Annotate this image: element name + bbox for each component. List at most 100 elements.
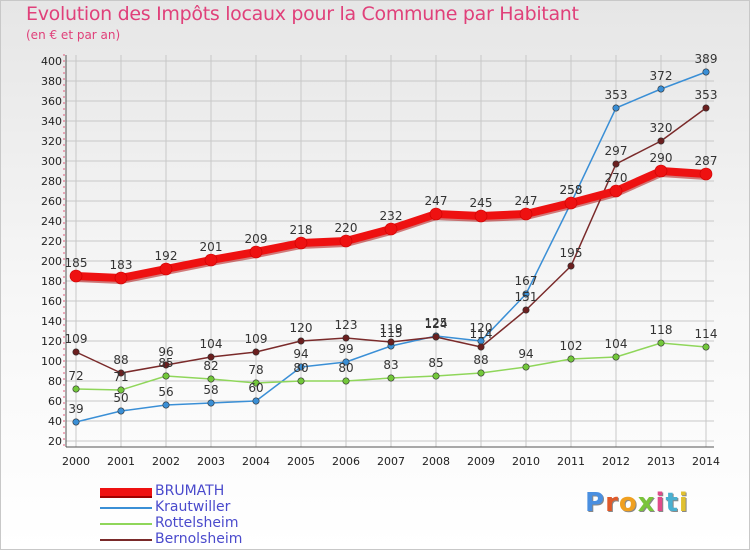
y-tick-label: 400 [41,55,62,68]
legend-item-rottelsheim[interactable]: Rottelsheim [100,515,320,532]
data-point-rottelsheim [342,377,350,385]
data-label-brumath: 287 [695,154,718,168]
data-point-rottelsheim [612,353,620,361]
data-label-brumath: 218 [290,223,313,237]
logo-letter: r [605,488,619,518]
data-point-rottelsheim [117,386,125,394]
data-label-brumath: 270 [605,171,628,185]
data-point-bernolsheim [567,262,575,270]
x-tick-label: 2001 [107,455,135,468]
data-label-bernolsheim: 120 [290,321,313,335]
data-point-krautwiller [702,68,710,76]
data-label-rottelsheim: 71 [113,370,128,384]
y-tick-label: 180 [41,275,62,288]
logo-letter: i [655,488,666,518]
data-label-rottelsheim: 72 [68,369,83,383]
data-label-bernolsheim: 151 [515,290,538,304]
data-point-bernolsheim [252,348,260,356]
y-tick-label: 120 [41,335,62,348]
data-label-rottelsheim: 85 [428,356,443,370]
data-label-brumath: 201 [200,240,223,254]
data-point-brumath [249,245,263,259]
legend-item-bernolsheim[interactable]: Bernolsheim [100,531,320,548]
data-label-krautwiller: 56 [158,385,173,399]
data-label-krautwiller: 50 [113,391,128,405]
data-point-krautwiller [117,407,125,415]
data-point-krautwiller [342,358,350,366]
legend-label: Krautwiller [155,499,231,515]
data-point-brumath [339,234,353,248]
y-tick-label: 360 [41,95,62,108]
x-tick-label: 2014 [692,455,720,468]
data-label-rottelsheim: 88 [473,353,488,367]
x-tick-label: 2009 [467,455,495,468]
data-point-brumath [519,207,533,221]
data-label-rottelsheim: 82 [203,359,218,373]
data-point-bernolsheim [117,369,125,377]
data-label-krautwiller: 115 [380,326,403,340]
data-point-rottelsheim [207,375,215,383]
series-markers [69,68,713,426]
data-point-bernolsheim [657,137,665,145]
data-label-krautwiller: 120 [470,321,493,335]
x-tick-label: 2013 [647,455,675,468]
data-label-rottelsheim: 102 [560,339,583,353]
chart-subtitle: (en € et par an) [26,28,121,42]
logo-letter: t [665,488,679,518]
data-label-brumath: 247 [425,194,448,208]
data-point-bernolsheim [162,361,170,369]
y-tick-label: 160 [41,295,62,308]
data-point-brumath [699,167,713,181]
data-point-brumath [294,236,308,250]
data-point-rottelsheim [522,363,530,371]
data-label-brumath: 247 [515,194,538,208]
data-label-brumath: 220 [335,221,358,235]
data-label-krautwiller: 125 [425,316,448,330]
y-tick-label: 340 [41,115,62,128]
data-label-krautwiller: 58 [203,383,218,397]
data-point-rottelsheim [297,377,305,385]
legend-label: Rottelsheim [155,515,239,531]
data-point-krautwiller [522,290,530,298]
data-point-brumath [564,196,578,210]
legend-label: Bernolsheim [155,531,243,547]
data-point-krautwiller [612,104,620,112]
data-point-brumath [159,262,173,276]
data-point-brumath [114,271,128,285]
data-point-bernolsheim [702,104,710,112]
data-point-brumath [384,222,398,236]
data-label-bernolsheim: 88 [113,353,128,367]
logo-letter: P [585,488,606,518]
x-tick-label: 2011 [557,455,585,468]
x-tick-label: 2007 [377,455,405,468]
x-tick-label: 2010 [512,455,540,468]
data-label-bernolsheim: 297 [605,144,628,158]
legend-swatch [100,507,152,509]
y-tick-label: 200 [41,255,62,268]
data-point-rottelsheim [567,355,575,363]
data-label-rottelsheim: 85 [158,356,173,370]
legend-item-brumath[interactable]: BRUMATH [100,483,320,500]
proxiti-logo[interactable]: Proxiti [585,488,689,518]
x-tick-label: 2012 [602,455,630,468]
data-label-rottelsheim: 83 [383,358,398,372]
y-tick-label: 20 [48,435,62,448]
data-label-brumath: 290 [650,151,673,165]
y-tick-label: 300 [41,155,62,168]
data-point-brumath [429,207,443,221]
data-label-brumath: 185 [65,256,88,270]
x-tick-label: 2005 [287,455,315,468]
y-tick-label: 140 [41,315,62,328]
x-tick-label: 2008 [422,455,450,468]
y-tick-label: 320 [41,135,62,148]
data-label-brumath: 209 [245,232,268,246]
data-point-krautwiller [207,399,215,407]
x-tick-label: 2002 [152,455,180,468]
legend-item-krautwiller[interactable]: Krautwiller [100,499,320,516]
x-tick-label: 2003 [197,455,225,468]
y-tick-label: 60 [48,395,62,408]
data-label-brumath: 183 [110,258,133,272]
legend-swatch [100,523,152,525]
data-label-bernolsheim: 109 [65,332,88,346]
